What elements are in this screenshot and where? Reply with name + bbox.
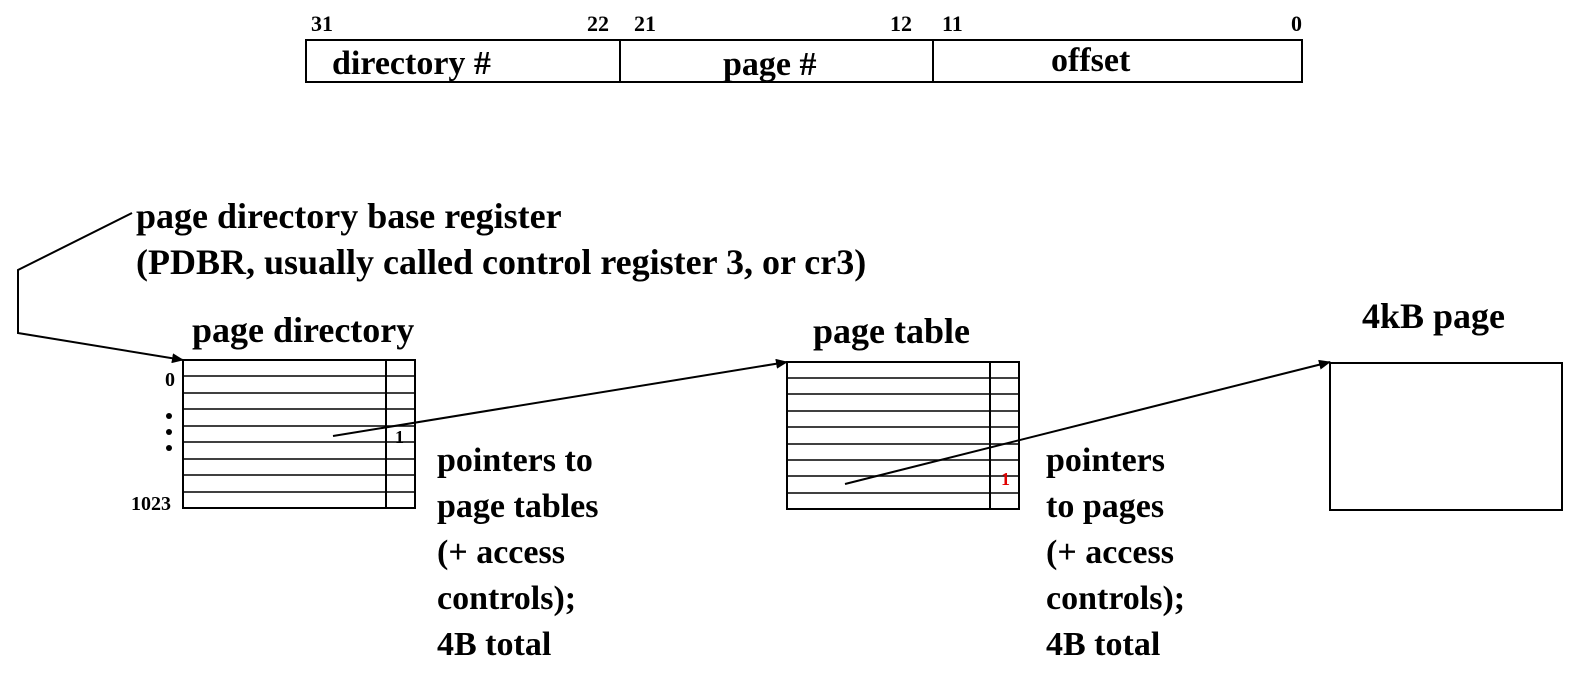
bit-21-label: 21 xyxy=(634,11,656,36)
directory-description-line: controls); xyxy=(437,580,577,617)
table-description-line: (+ access xyxy=(1046,534,1174,571)
bit-22-label: 22 xyxy=(587,11,609,36)
pdbr-connector-line xyxy=(17,212,184,364)
page-directory-title: page directory xyxy=(192,310,415,350)
table-description-line: to pages xyxy=(1046,488,1165,525)
table-description-line: 4B total xyxy=(1046,626,1161,663)
table-to-page-arrow xyxy=(844,359,1331,485)
page-table-table xyxy=(786,361,1020,510)
bit-11-label: 11 xyxy=(942,11,963,36)
table-description: pointers to pages (+ access controls); 4… xyxy=(1046,438,1185,668)
directory-description-line: 4B total xyxy=(437,626,552,663)
page-field-label: page # xyxy=(723,46,817,83)
bit-0-label: 0 xyxy=(1291,11,1302,36)
pdbr-subtitle: (PDBR, usually called control register 3… xyxy=(136,242,867,282)
page-table-title: page table xyxy=(813,311,970,351)
directory-index-first: 0 xyxy=(165,369,175,391)
pdbr-title: page directory base register xyxy=(136,196,562,236)
directory-description: pointers to page tables (+ access contro… xyxy=(437,438,599,668)
directory-description-line: pointers to xyxy=(437,442,593,479)
directory-field-label: directory # xyxy=(332,45,491,82)
ellipsis-dot xyxy=(166,413,172,419)
ellipsis-dot xyxy=(166,429,172,435)
directory-description-line: page tables xyxy=(437,488,599,525)
directory-present-bit: 1 xyxy=(395,427,404,447)
page-title: 4kB page xyxy=(1362,296,1506,336)
ellipsis-dot xyxy=(166,445,172,451)
table-description-line: pointers xyxy=(1046,442,1165,479)
table-present-bit: 1 xyxy=(1001,469,1010,489)
bit-31-label: 31 xyxy=(311,11,333,36)
directory-description-line: (+ access xyxy=(437,534,565,571)
page-directory-table xyxy=(182,359,416,509)
address-format-bar xyxy=(305,39,1303,83)
directory-index-last: 1023 xyxy=(131,493,171,515)
offset-field-label: offset xyxy=(1051,42,1131,79)
bit-12-label: 12 xyxy=(890,11,912,36)
page-frame-box xyxy=(1329,362,1563,511)
table-description-line: controls); xyxy=(1046,580,1186,617)
directory-to-table-arrow xyxy=(332,358,788,437)
